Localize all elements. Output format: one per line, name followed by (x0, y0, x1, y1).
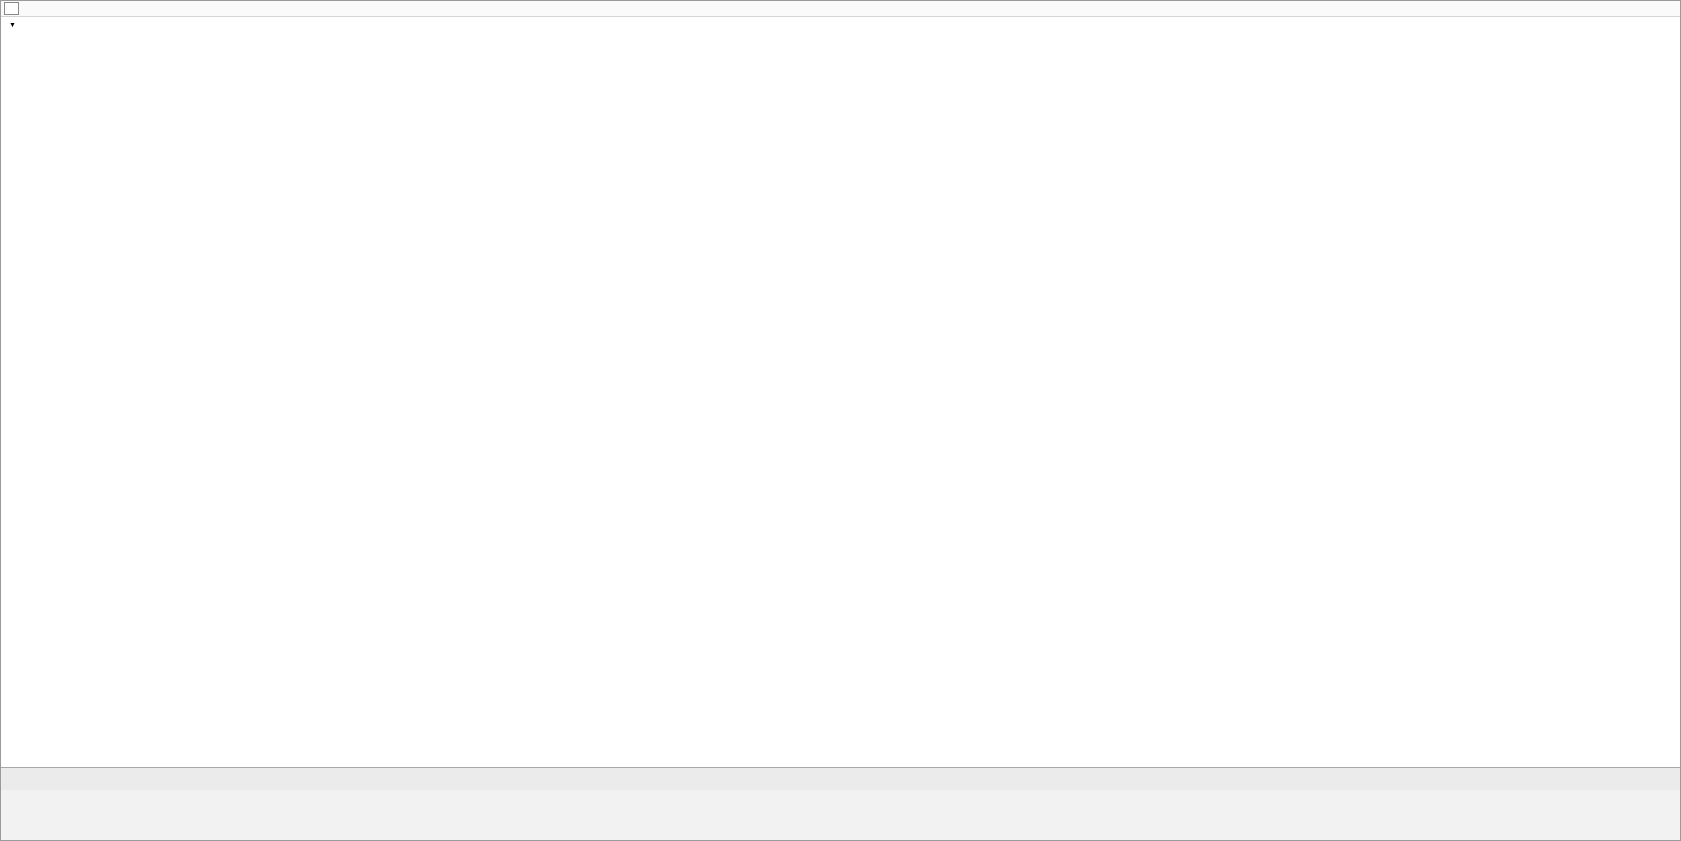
top-toolbar (1, 1, 1680, 17)
chart-tab-bar (1, 767, 1680, 790)
symbol-collapse-icon[interactable]: ▼ (9, 22, 16, 29)
chart-tools-button[interactable] (4, 2, 19, 15)
chart-header: ▼ (9, 22, 41, 29)
chart-canvas[interactable] (1, 16, 1681, 767)
status-bar (1, 789, 1680, 840)
